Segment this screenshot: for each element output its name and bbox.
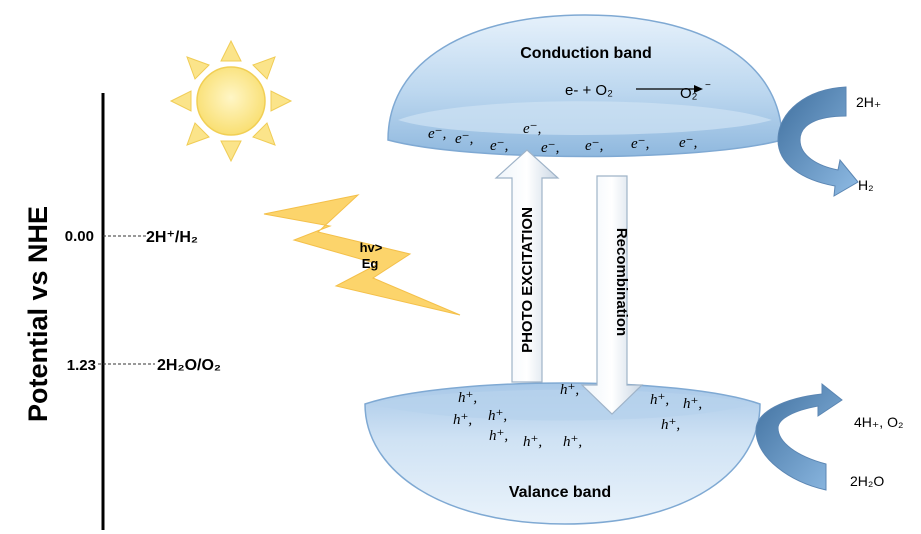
cb-product-in: 2H₊ [856,94,881,110]
level-couple-0: 2H⁺/H₂ [146,229,198,246]
vb-product-out: 4H₊, O₂ [854,414,903,430]
hole-4: h⁺, [523,434,542,450]
recombination-arrow: Recombination [580,175,644,415]
hole-0: h⁺, [458,390,477,406]
conduction-band-title: Conduction band [520,45,652,62]
electron-4: e⁻, [541,140,559,156]
level-value-1: 1.23 [67,357,96,374]
light-label-line1: hv> [360,240,383,255]
electron-6: e⁻, [631,136,649,152]
hole-5: h⁺, [560,382,579,398]
lightning-bolt-icon: hv> Eg [263,194,461,316]
potential-axis: Potential vs NHE 0.00 2H⁺/H₂ 1.23 2H₂O/O… [23,93,221,530]
hole-2: h⁺, [488,408,507,424]
cb-reaction-right: O₂ [680,85,698,102]
electron-3: e⁻, [523,121,541,137]
valence-band: Valance band h⁺, h⁺, h⁺, h⁺, h⁺, h⁺, h⁺,… [364,382,761,525]
photo-excitation-label: PHOTO EXCITATION [519,207,536,353]
light-label-line2: Eg [362,256,379,271]
photo-excitation-arrow: PHOTO EXCITATION [494,149,560,383]
hole-8: h⁺, [683,396,702,412]
hole-1: h⁺, [453,412,472,428]
cb-curved-arrow-icon [777,86,859,197]
electron-1: e⁻, [455,131,473,147]
vb-curved-arrow-icon [755,382,843,491]
recombination-label: Recombination [613,228,630,336]
cb-reaction-left: e- + O₂ [565,82,613,99]
axis-label: Potential vs NHE [23,206,53,422]
hole-7: h⁺, [650,392,669,408]
hole-9: h⁺, [661,417,680,433]
hole-6: h⁺, [563,434,582,450]
cb-product-out: H₂ [858,177,874,193]
vb-product-in: 2H₂O [850,473,884,489]
hole-3: h⁺, [489,428,508,444]
electron-0: e⁻, [428,126,446,142]
conduction-band: Conduction band e- + O₂ O₂ − e⁻, e⁻, e⁻,… [387,14,783,158]
level-couple-1: 2H₂O/O₂ [157,357,221,374]
valence-band-title: Valance band [509,484,611,501]
electron-7: e⁻, [679,135,697,151]
electron-5: e⁻, [585,138,603,154]
cb-reaction-right-sup: − [705,80,711,91]
electron-2: e⁻, [490,138,508,154]
level-value-0: 0.00 [65,228,94,245]
sun-icon [169,39,293,163]
